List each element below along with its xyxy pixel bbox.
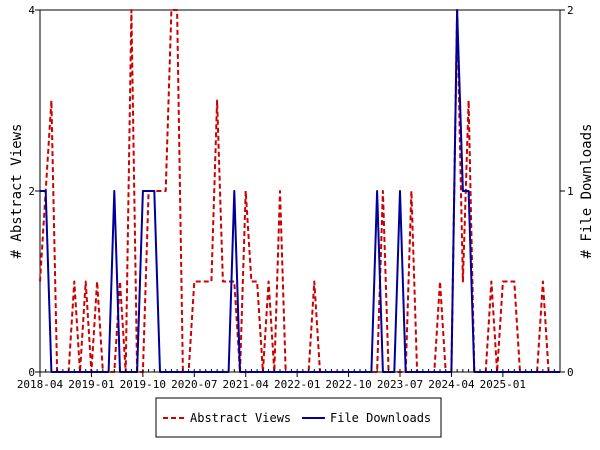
y2-tick-label: 0 <box>567 366 574 379</box>
x-tick-label: 2018-04 <box>17 378 64 391</box>
x-tick-label: 2022-01 <box>274 378 320 391</box>
y2-tick-label: 2 <box>567 4 574 17</box>
x-tick-label: 2023-07 <box>377 378 423 391</box>
y-tick-label: 0 <box>28 366 35 379</box>
x-tick-label: 2022-10 <box>325 378 371 391</box>
series-line-file-downloads <box>40 9 560 373</box>
y2-axis-title: # File Downloads <box>579 124 595 259</box>
series-lines <box>39 9 560 373</box>
legend-box <box>155 397 442 438</box>
y2-tick-label: 1 <box>567 185 574 198</box>
x-tick-label: 2020-07 <box>171 378 217 391</box>
x-tick-label: 2019-10 <box>120 378 166 391</box>
legend-label-abstract-views: Abstract Views <box>190 411 291 425</box>
y-axis-title: # Abstract Views <box>9 124 25 259</box>
x-tick-label: 2025-01 <box>480 378 526 391</box>
x-tick-label: 2024-04 <box>428 378 475 391</box>
y-tick-label: 4 <box>28 4 35 17</box>
y-tick-label: 2 <box>28 185 35 198</box>
legend-label-file-downloads: File Downloads <box>330 411 431 425</box>
axis-ticks: 2018-04 2019-01 2019-10 2020-07 2021-04 2022-… <box>17 4 574 391</box>
legend: Abstract Views File Downloads <box>155 397 442 438</box>
x-tick-label: 2019-01 <box>68 378 114 391</box>
x-tick-label: 2021-04 <box>223 378 270 391</box>
